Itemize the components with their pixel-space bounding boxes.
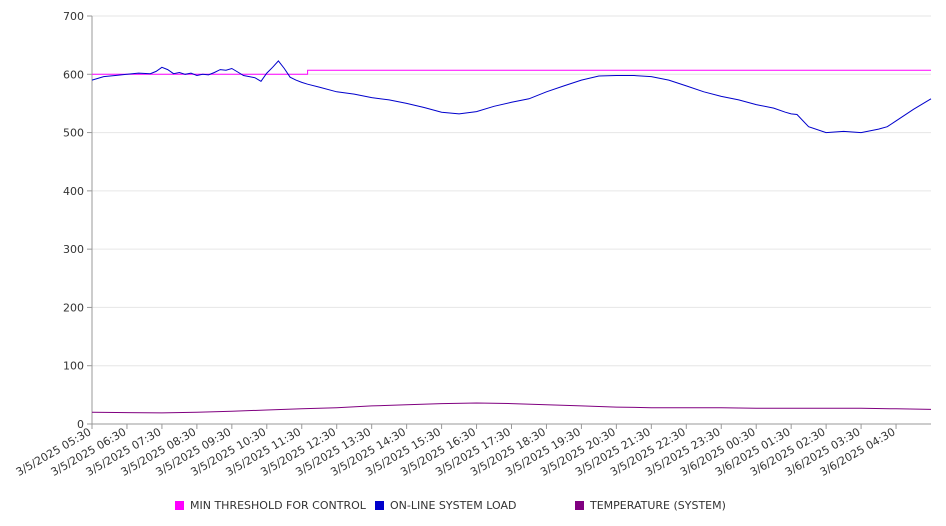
y-tick-label: 700 — [63, 10, 84, 23]
y-tick-label: 200 — [63, 301, 84, 314]
x-axis-ticks: 3/5/2025 05:303/5/2025 06:303/5/2025 07:… — [14, 424, 898, 479]
legend-item-system-load[interactable]: ON-LINE SYSTEM LOAD — [375, 499, 516, 512]
series-line-0 — [92, 69, 931, 75]
y-tick-label: 100 — [63, 360, 84, 373]
y-tick-label: 0 — [77, 418, 84, 431]
y-tick-label: 600 — [63, 68, 84, 81]
series-lines — [91, 60, 932, 414]
legend-label: ON-LINE SYSTEM LOAD — [390, 499, 517, 512]
series-line-2 — [91, 402, 932, 414]
legend-item-min-threshold[interactable]: MIN THRESHOLD FOR CONTROL — [175, 499, 366, 512]
series-line-1 — [91, 60, 932, 134]
y-tick-label: 500 — [63, 127, 84, 140]
legend-label: MIN THRESHOLD FOR CONTROL — [190, 499, 366, 512]
legend-label: TEMPERATURE (SYSTEM) — [590, 499, 726, 512]
legend-item-temperature[interactable]: TEMPERATURE (SYSTEM) — [575, 499, 726, 512]
legend-swatch — [175, 501, 184, 510]
legend: MIN THRESHOLD FOR CONTROL ON-LINE SYSTEM… — [175, 499, 935, 515]
axes — [91, 16, 931, 425]
y-tick-label: 300 — [63, 243, 84, 256]
legend-swatch — [575, 501, 584, 510]
y-tick-label: 400 — [63, 185, 84, 198]
gridlines — [92, 15, 931, 367]
y-axis-ticks: 0 100 200 300 400 500 600 700 — [63, 10, 92, 431]
legend-swatch — [375, 501, 384, 510]
